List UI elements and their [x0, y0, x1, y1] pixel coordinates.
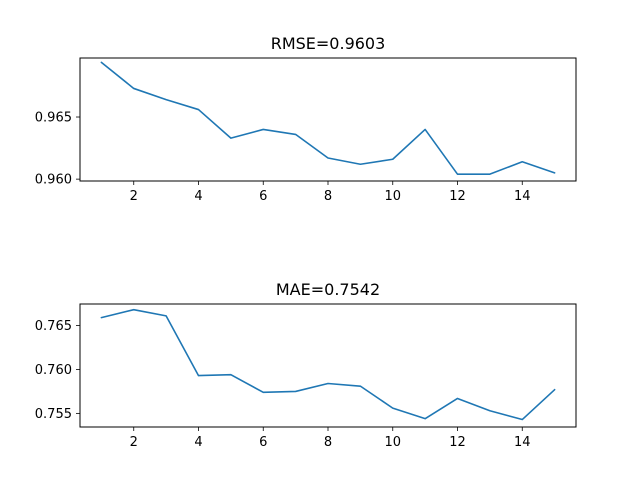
chart-title: MAE=0.7542 [276, 280, 380, 299]
subplot-1: RMSE=0.9603 2 4 6 8 10 12 14 0.960 0.965 [35, 34, 577, 204]
x-tick-label: 8 [324, 189, 332, 204]
axes-frame [79, 303, 577, 428]
x-tick-label: 12 [449, 435, 466, 450]
x-tick-label: 6 [259, 435, 267, 450]
x-tick-label: 2 [130, 189, 138, 204]
subplot-2: MAE=0.7542 2 4 6 8 10 12 14 0.755 0.760 0.765 [35, 280, 577, 450]
x-tick-label: 12 [449, 189, 466, 204]
x-tick-label: 14 [514, 435, 531, 450]
axes-frame [79, 57, 577, 182]
y-tick-label: 0.765 [35, 319, 72, 334]
series-line-1 [100, 308, 556, 421]
chart-title: RMSE=0.9603 [271, 34, 386, 53]
x-tick-label: 4 [194, 435, 202, 450]
x-tick-label: 4 [194, 189, 202, 204]
x-tick-label: 2 [130, 435, 138, 450]
x-tick-label: 10 [384, 189, 401, 204]
y-tick-label: 0.755 [35, 407, 72, 422]
x-tick-label: 14 [514, 189, 531, 204]
y-tick-label: 0.960 [35, 173, 72, 188]
x-tick-label: 6 [259, 189, 267, 204]
x-tick-label: 10 [384, 435, 401, 450]
series-line-1 [100, 61, 556, 175]
x-tick-label: 8 [324, 435, 332, 450]
y-tick-label: 0.965 [35, 111, 72, 126]
y-tick-label: 0.760 [35, 363, 72, 378]
